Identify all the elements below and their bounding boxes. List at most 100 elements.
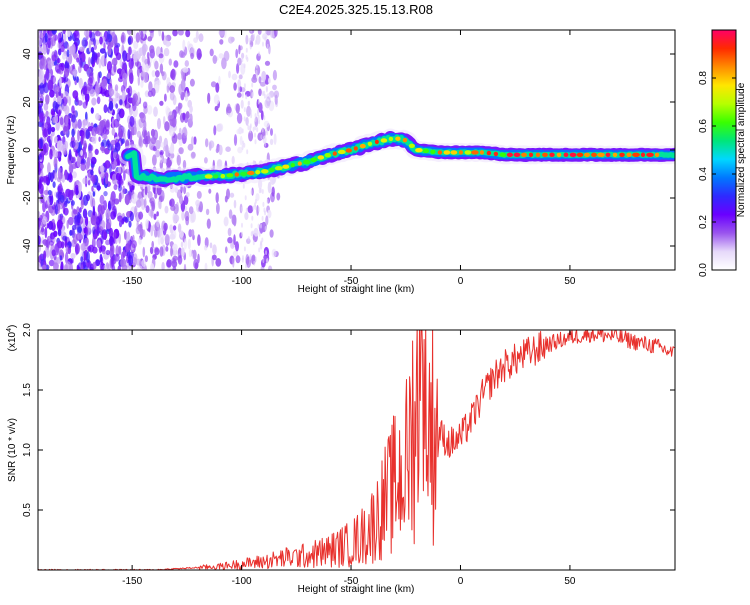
colorbar-tick-label: 0.6: [698, 119, 709, 133]
ridge-hotspot: [261, 169, 269, 174]
ridge-hotspot: [493, 151, 499, 157]
noise-blob: [43, 195, 48, 201]
colorbar-gradient: [711, 29, 737, 271]
noise-blob: [51, 204, 56, 210]
noise-blob: [148, 81, 153, 93]
noise-blob: [111, 173, 118, 185]
noise-blob: [111, 128, 116, 136]
noise-blob: [159, 246, 164, 257]
noise-blob: [266, 198, 269, 204]
noise-blob: [79, 207, 82, 213]
noise-blob: [196, 48, 202, 60]
ridge-hotspot: [632, 152, 640, 157]
noise-blob: [246, 149, 249, 155]
noise-blob: [164, 93, 167, 102]
noise-blob: [128, 46, 132, 56]
noise-blob: [96, 240, 102, 248]
noise-blob: [241, 145, 244, 150]
noise-blob: [157, 199, 162, 209]
noise-blob: [165, 105, 170, 116]
noise-blob: [248, 37, 251, 43]
noise-blob: [148, 221, 151, 233]
noise-blob: [256, 127, 259, 133]
noise-blob: [151, 202, 155, 212]
ridge-hotspot: [359, 143, 366, 149]
noise-blob: [267, 181, 272, 194]
noise-blob: [156, 211, 159, 217]
noise-blob: [255, 70, 258, 75]
noise-blob: [241, 93, 244, 99]
noise-blob: [147, 36, 153, 42]
noise-blob: [121, 138, 125, 144]
noise-blob: [261, 237, 264, 243]
noise-blob: [177, 102, 182, 111]
noise-blob: [179, 195, 183, 205]
noise-blob: [67, 216, 74, 226]
snr-y-label: SNR (10 * v/v): [7, 418, 18, 482]
ridge-hotspot: [255, 170, 261, 175]
noise-blob: [70, 253, 76, 259]
noise-blob: [245, 263, 248, 269]
noise-blob: [229, 192, 235, 198]
noise-blob: [158, 53, 164, 59]
noise-blob: [252, 240, 255, 246]
noise-blob: [86, 83, 92, 92]
noise-blob: [53, 230, 58, 237]
noise-blob: [258, 88, 262, 97]
spectrogram-x-label: Height of straight line (km): [298, 284, 415, 295]
noise-blob: [151, 70, 156, 78]
noise-blob: [191, 151, 196, 158]
noise-blob: [188, 206, 194, 215]
noise-blob: [66, 49, 70, 58]
noise-blob: [268, 77, 271, 84]
noise-blob: [38, 102, 41, 109]
noise-blob: [170, 246, 173, 257]
noise-blob: [270, 192, 275, 203]
noise-blob: [131, 193, 138, 203]
noise-blob: [169, 85, 176, 93]
noise-blob: [178, 138, 183, 147]
noise-blob: [114, 142, 121, 152]
noise-blob: [243, 107, 246, 113]
noise-blob: [251, 92, 254, 98]
noise-blob: [233, 214, 237, 227]
ridge-hotspot: [337, 149, 346, 155]
noise-blob: [215, 192, 219, 204]
noise-blob: [89, 72, 94, 84]
noise-blob: [260, 110, 264, 121]
noise-blob: [245, 47, 248, 53]
noise-blob: [128, 255, 134, 267]
ridge-hotspot: [640, 152, 646, 157]
noise-blob: [82, 37, 88, 49]
noise-blob: [263, 207, 266, 213]
ridge-hotspot: [422, 148, 430, 154]
noise-blob: [80, 158, 86, 165]
noise-blob: [69, 45, 75, 55]
noise-blob: [258, 51, 261, 57]
x-tick-label: 50: [564, 576, 576, 587]
noise-blob: [260, 81, 266, 87]
noise-blob: [246, 121, 249, 127]
noise-blob: [39, 82, 45, 95]
noise-blob: [145, 205, 150, 214]
noise-blob: [142, 45, 147, 57]
noise-blob: [250, 189, 253, 195]
noise-blob: [157, 225, 160, 238]
noise-blob: [57, 240, 63, 249]
noise-blob: [248, 100, 251, 106]
noise-blob: [46, 223, 49, 229]
noise-blob: [121, 69, 126, 78]
noise-blob: [71, 258, 74, 264]
noise-blob: [216, 159, 223, 168]
noise-blob: [266, 257, 269, 263]
noise-blob: [264, 30, 267, 34]
noise-blob: [75, 150, 78, 157]
noise-blob: [179, 230, 184, 238]
noise-blob: [147, 191, 153, 200]
noise-blob: [147, 56, 150, 67]
noise-blob: [255, 193, 260, 202]
colorbar-label: Normalized spectral amplitude: [736, 82, 747, 217]
noise-blob: [81, 52, 86, 63]
noise-blob: [235, 103, 240, 114]
noise-blob: [65, 115, 69, 127]
